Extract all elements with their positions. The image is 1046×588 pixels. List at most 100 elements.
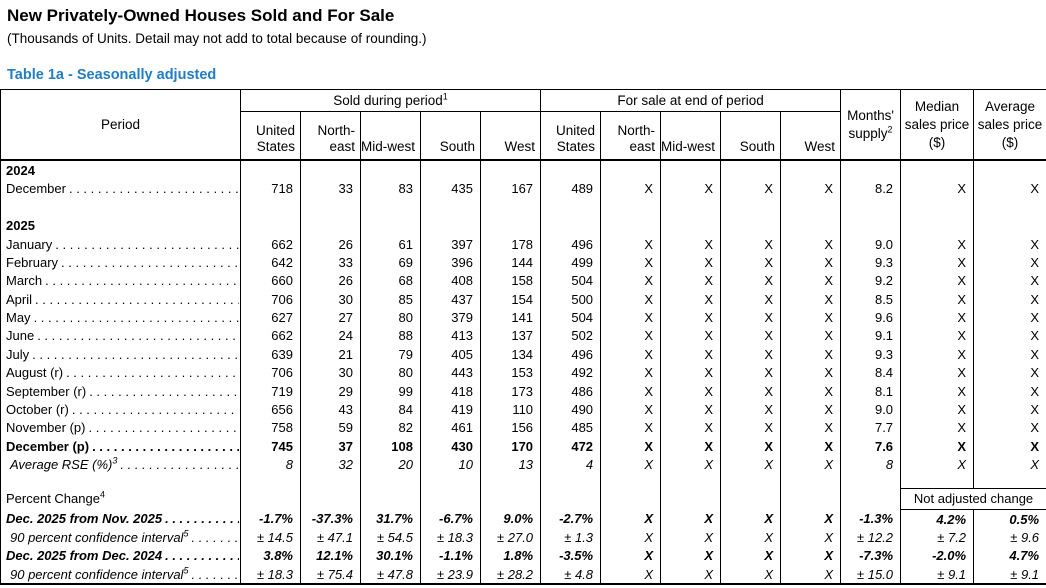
forsale-united-states: [540, 473, 601, 489]
months-supply: 8.2: [840, 179, 901, 199]
median-sales-price: X: [900, 345, 974, 364]
sold-united-states: [240, 473, 301, 489]
col-group-sold: Sold during period1: [239, 89, 541, 113]
forsale-west: X: [780, 326, 841, 346]
forsale-northeast: [600, 160, 661, 180]
sold-west: 153: [479, 363, 541, 382]
forsale-south: X: [720, 528, 781, 547]
months-supply: 8.5: [840, 289, 901, 309]
sold-west: 134: [479, 345, 541, 364]
forsale-united-states: -2.7%: [540, 509, 601, 529]
months-supply: 8.1: [840, 381, 901, 401]
sold-united-states: 642: [240, 253, 301, 272]
period-label: Percent Change4: [6, 490, 105, 507]
months-supply: [840, 473, 901, 489]
sold-midwest: 83: [360, 179, 421, 199]
median-sales-price: ± 9.1: [900, 565, 974, 585]
sold-west: [479, 216, 541, 235]
sold-west: 13: [479, 455, 541, 474]
forsale-south: X: [720, 289, 781, 309]
sold-south: 443: [420, 363, 481, 382]
forsale-northeast: X: [600, 308, 661, 327]
average-sales-price: X: [973, 400, 1046, 419]
forsale-northeast: X: [600, 437, 661, 456]
forsale-united-states: ± 4.8: [540, 565, 601, 585]
sold-south: [420, 198, 481, 217]
sold-midwest: 88: [360, 326, 421, 346]
sold-midwest: [360, 473, 421, 489]
forsale-northeast: [600, 488, 661, 510]
not-adjusted-change-label: Not adjusted change: [900, 487, 1046, 510]
col-header-months-supply: Months' supply2: [840, 89, 901, 162]
period-label: July: [1, 345, 241, 363]
forsale-south: [720, 198, 781, 217]
months-supply: 9.3: [840, 345, 901, 364]
median-sales-price: [900, 216, 974, 235]
sold-united-states: 662: [240, 234, 301, 254]
median-sales-price: -2.0%: [900, 546, 974, 566]
median-sales-price: X: [900, 271, 974, 290]
sold-midwest: [360, 488, 421, 510]
forsale-midwest: X: [660, 326, 721, 346]
forsale-northeast: X: [600, 528, 661, 547]
months-supply: 9.0: [840, 400, 901, 419]
forsale-midwest: X: [660, 528, 721, 547]
forsale-northeast: X: [600, 546, 661, 566]
forsale-west: [780, 473, 841, 489]
period-label: April: [1, 290, 241, 308]
forsale-united-states: [540, 198, 601, 217]
forsale-south: X: [720, 326, 781, 346]
average-sales-price: X: [973, 455, 1046, 474]
average-sales-price: X: [973, 345, 1046, 364]
sold-northeast: ± 47.1: [300, 528, 361, 547]
forsale-south: X: [720, 253, 781, 272]
forsale-south: X: [720, 308, 781, 327]
table-row: Dec. 2025 from Dec. 20243.8%12.1%30.1%-1…: [1, 546, 1046, 566]
sold-south: 408: [420, 271, 481, 290]
forsale-united-states: ± 1.3: [540, 528, 601, 547]
sold-united-states: 758: [240, 418, 301, 438]
forsale-midwest: X: [660, 363, 721, 382]
forsale-midwest: X: [660, 289, 721, 309]
dot-leader: [32, 347, 239, 362]
median-sales-price: X: [900, 363, 974, 382]
page-subtitle: (Thousands of Units. Detail may not add …: [7, 31, 427, 47]
forsale-west: X: [780, 455, 841, 474]
median-sales-price: [900, 160, 974, 180]
table-row: 90 percent confidence interval5± 14.5± 4…: [1, 528, 1046, 547]
median-sales-price: X: [900, 179, 974, 199]
sold-northeast: 26: [300, 234, 361, 254]
sold-united-states: ± 18.3: [240, 565, 301, 585]
forsale-northeast: X: [600, 400, 661, 419]
dot-leader: [165, 511, 239, 526]
average-sales-price: X: [973, 234, 1046, 254]
months-supply: [840, 198, 901, 217]
sold-south: 430: [420, 437, 481, 456]
median-sales-price: X: [900, 381, 974, 401]
sold-united-states: [240, 216, 301, 235]
sold-northeast: ± 75.4: [300, 565, 361, 585]
dot-leader: [35, 292, 239, 307]
sold-northeast: [300, 473, 361, 489]
col-header-sold-midwest: Mid-west: [360, 111, 421, 162]
col-header-forsale-us: United States: [540, 111, 601, 162]
sold-south: [420, 473, 481, 489]
sold-west: [479, 473, 541, 489]
average-sales-price: X: [973, 289, 1046, 309]
months-supply: ± 12.2: [840, 528, 901, 547]
forsale-united-states: 486: [540, 381, 601, 401]
forsale-northeast: X: [600, 381, 661, 401]
sold-south: [420, 216, 481, 235]
period-label: February: [1, 253, 241, 271]
forsale-midwest: [660, 198, 721, 217]
forsale-west: [780, 488, 841, 510]
period-label: Dec. 2025 from Dec. 2024: [1, 547, 241, 565]
median-sales-price: X: [900, 234, 974, 254]
forsale-united-states: 500: [540, 289, 601, 309]
sold-midwest: 31.7%: [360, 509, 421, 529]
months-supply: ± 15.0: [840, 565, 901, 585]
sold-west: ± 27.0: [479, 528, 541, 547]
sold-south: 437: [420, 289, 481, 309]
